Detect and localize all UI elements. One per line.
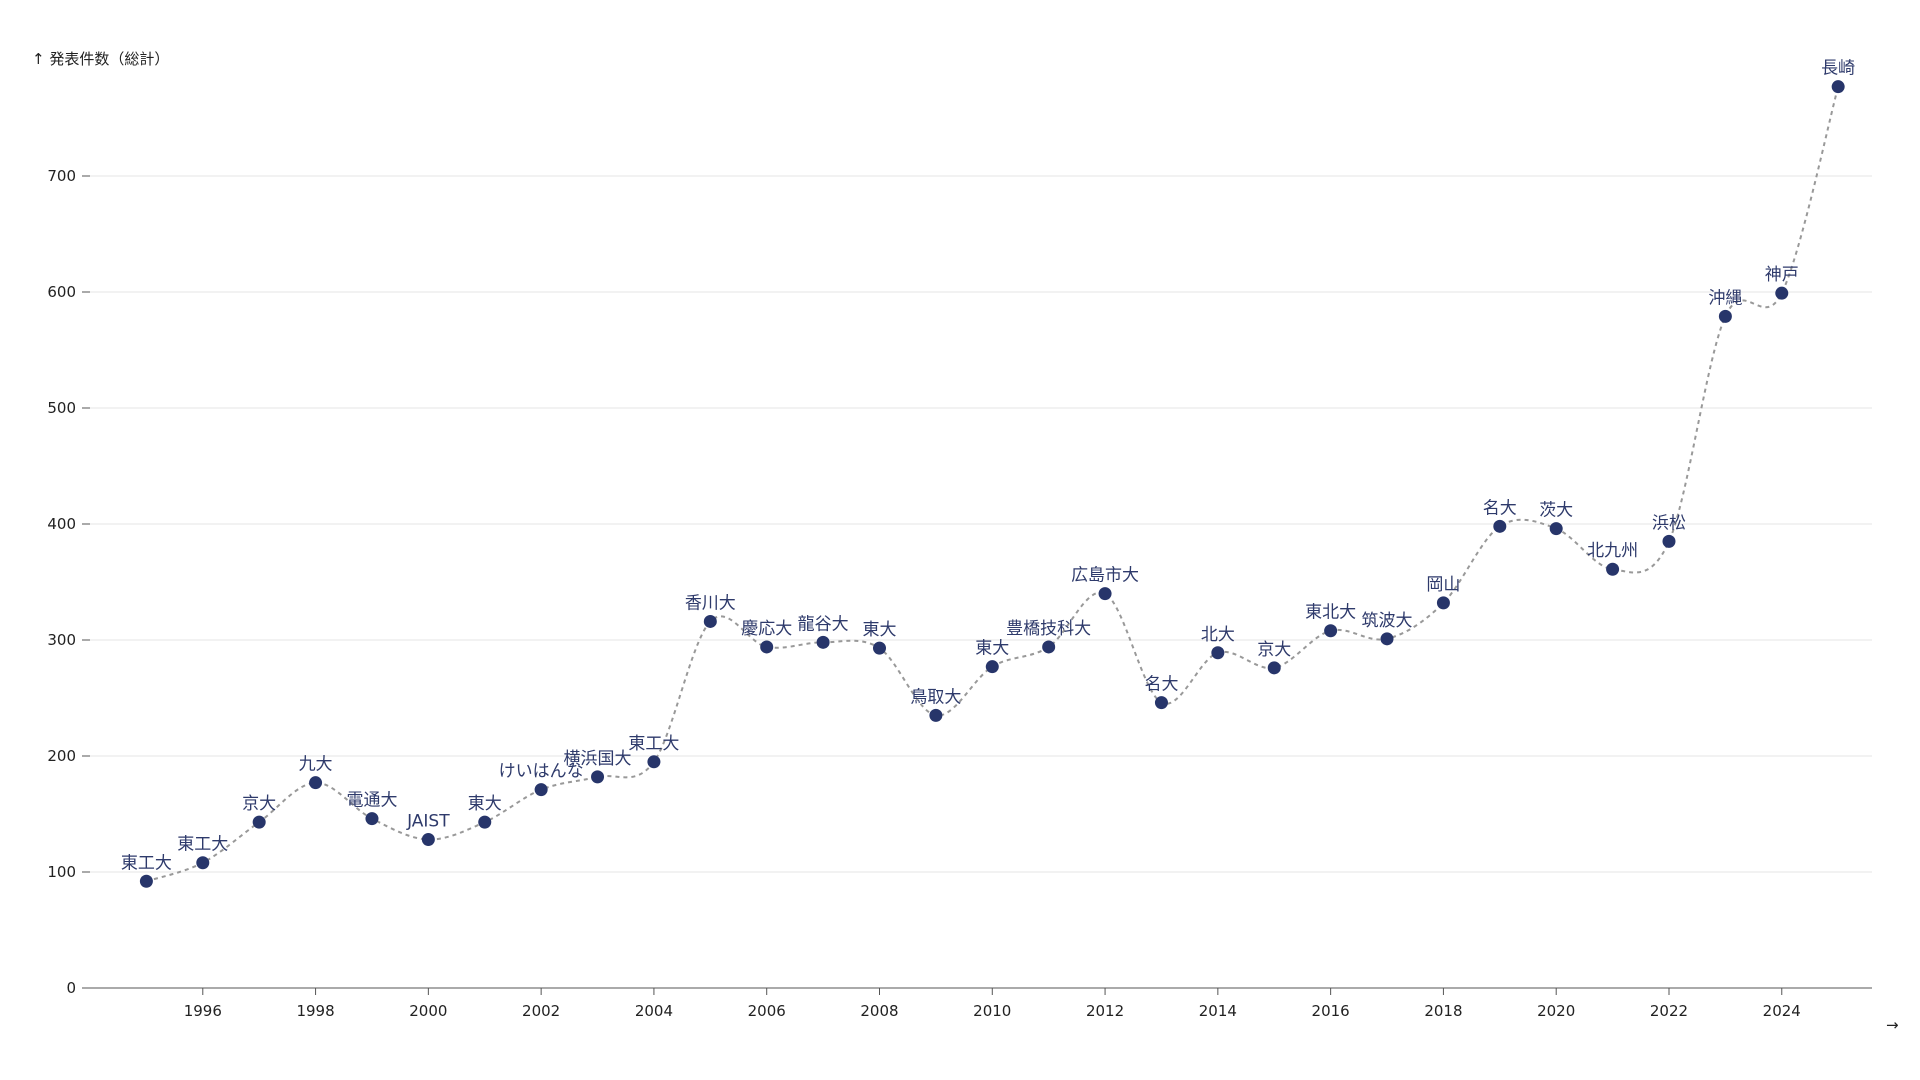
data-point <box>1154 696 1168 710</box>
data-label: JAIST <box>406 812 450 832</box>
data-label: 香川大 <box>685 593 736 613</box>
data-label: 岡山 <box>1426 575 1460 595</box>
data-label: 神戸 <box>1765 265 1799 285</box>
data-label: 東北大 <box>1305 603 1356 623</box>
data-point <box>872 641 886 655</box>
data-label: 慶応大 <box>741 619 792 639</box>
data-label: 筑波大 <box>1362 611 1413 631</box>
data-label: 九大 <box>299 755 333 775</box>
data-label: 京大 <box>1257 640 1291 660</box>
x-tick-label: 2018 <box>1424 1002 1462 1020</box>
data-label: 名大 <box>1483 498 1517 518</box>
y-tick-label: 700 <box>47 167 76 185</box>
data-label: けいはんな <box>499 762 584 782</box>
data-label: 京大 <box>242 794 276 814</box>
data-label: 茨大 <box>1539 501 1573 521</box>
y-tick-label: 500 <box>47 399 76 417</box>
gridlines <box>90 175 1872 873</box>
data-point <box>1662 534 1676 548</box>
data-point <box>309 776 323 790</box>
y-tick-label: 100 <box>47 863 76 881</box>
x-tick-label: 2002 <box>522 1002 560 1020</box>
y-ticks: 0 100 200 300 400 500 600 700 <box>47 167 90 997</box>
x-ticks: 1996 1998 2000 2002 2004 2006 2008 2010 2012 2014… <box>184 988 1801 1020</box>
data-label: 豊橋技科大 <box>1006 619 1091 639</box>
data-point <box>1775 286 1789 300</box>
x-tick-label: 2006 <box>748 1002 786 1020</box>
y-tick-label: 0 <box>66 979 76 997</box>
data-point <box>1493 519 1507 533</box>
data-label: 長崎 <box>1821 59 1855 79</box>
x-axis-arrow: → <box>1886 1016 1899 1034</box>
data-point <box>196 856 210 870</box>
data-label: 龍谷大 <box>798 614 849 634</box>
data-point <box>534 783 548 797</box>
data-point <box>1380 632 1394 646</box>
data-point <box>591 770 605 784</box>
data-point <box>1098 587 1112 601</box>
data-point <box>816 635 830 649</box>
axes: ↑ 発表件数（総計） → <box>32 50 1899 1034</box>
data-point <box>1606 562 1620 576</box>
data-label: 鳥取大 <box>910 687 961 707</box>
data-label: 電通大 <box>346 791 397 811</box>
data-point <box>478 815 492 829</box>
data-point <box>1042 640 1056 654</box>
x-tick-label: 2010 <box>973 1002 1011 1020</box>
y-axis-title: ↑ 発表件数（総計） <box>32 50 169 68</box>
x-tick-label: 2020 <box>1537 1002 1575 1020</box>
data-point <box>703 614 717 628</box>
data-point <box>1549 522 1563 536</box>
data-point <box>1718 309 1732 323</box>
data-label: 東大 <box>468 794 502 814</box>
data-point <box>365 812 379 826</box>
data-label: 東工大 <box>177 835 228 855</box>
data-label: 北九州 <box>1587 541 1638 561</box>
data-label: 浜松 <box>1652 513 1686 533</box>
x-tick-label: 2008 <box>860 1002 898 1020</box>
data-point <box>647 755 661 769</box>
x-tick-label: 2000 <box>409 1002 447 1020</box>
x-tick-label: 2012 <box>1086 1002 1124 1020</box>
data-label: 東大 <box>862 620 896 640</box>
data-point <box>929 708 943 722</box>
x-tick-label: 2022 <box>1650 1002 1688 1020</box>
x-tick-label: 2024 <box>1763 1002 1801 1020</box>
data-label: 名大 <box>1144 675 1178 695</box>
data-label: 広島市大 <box>1071 566 1139 586</box>
data-point <box>252 815 266 829</box>
data-label: 横浜国大 <box>564 749 632 769</box>
y-tick-label: 200 <box>47 747 76 765</box>
data-point <box>985 660 999 674</box>
x-tick-label: 2016 <box>1312 1002 1350 1020</box>
data-label: 沖縄 <box>1708 288 1742 308</box>
y-tick-label: 300 <box>47 631 76 649</box>
data-point <box>1436 596 1450 610</box>
x-tick-label: 1998 <box>296 1002 334 1020</box>
data-point <box>1267 661 1281 675</box>
data-points <box>139 80 1845 888</box>
y-tick-label: 400 <box>47 515 76 533</box>
data-label: 北大 <box>1201 625 1235 645</box>
x-tick-label: 2004 <box>635 1002 673 1020</box>
data-point <box>760 640 774 654</box>
data-point <box>139 874 153 888</box>
y-tick-label: 600 <box>47 283 76 301</box>
data-point <box>421 833 435 847</box>
x-tick-label: 1996 <box>184 1002 222 1020</box>
data-label: 東工大 <box>121 853 172 873</box>
data-point <box>1831 80 1845 94</box>
x-tick-label: 2014 <box>1199 1002 1237 1020</box>
data-label: 東大 <box>975 639 1009 659</box>
data-label: 東工大 <box>628 734 679 754</box>
series-line <box>146 86 1840 883</box>
data-point <box>1324 624 1338 638</box>
data-point <box>1211 646 1225 660</box>
